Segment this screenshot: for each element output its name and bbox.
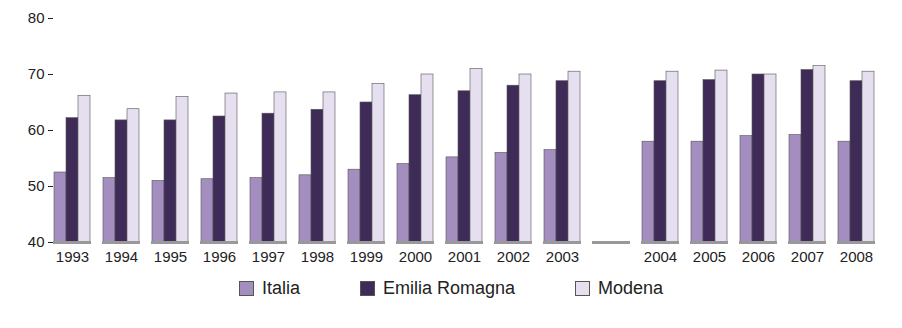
svg-text:2005: 2005 [693, 248, 726, 265]
svg-text:70: 70 [28, 65, 45, 82]
html-text:Emilia Romagna: Emilia Romagna [383, 278, 515, 298]
svg-text:40: 40 [28, 233, 45, 250]
svg-text:2006: 2006 [742, 248, 775, 265]
html-text:Modena: Modena [598, 278, 664, 298]
svg-text:1997: 1997 [252, 248, 285, 265]
svg-text:1998: 1998 [301, 248, 334, 265]
svg-text:1994: 1994 [105, 248, 138, 265]
svg-text:2002: 2002 [497, 248, 530, 265]
svg-text:60: 60 [28, 121, 45, 138]
svg-text:1995: 1995 [154, 248, 187, 265]
svg-text:2004: 2004 [644, 248, 677, 265]
svg-text:2007: 2007 [791, 248, 824, 265]
svg-text:2001: 2001 [448, 248, 481, 265]
svg-text:80: 80 [28, 9, 45, 26]
svg-text:2008: 2008 [840, 248, 873, 265]
svg-text:2003: 2003 [546, 248, 579, 265]
svg-text:1996: 1996 [203, 248, 236, 265]
html-text:Italia: Italia [261, 278, 300, 298]
svg-text:1999: 1999 [350, 248, 383, 265]
svg-text:50: 50 [28, 177, 45, 194]
svg-text:1993: 1993 [56, 248, 89, 265]
svg-text:2000: 2000 [399, 248, 432, 265]
